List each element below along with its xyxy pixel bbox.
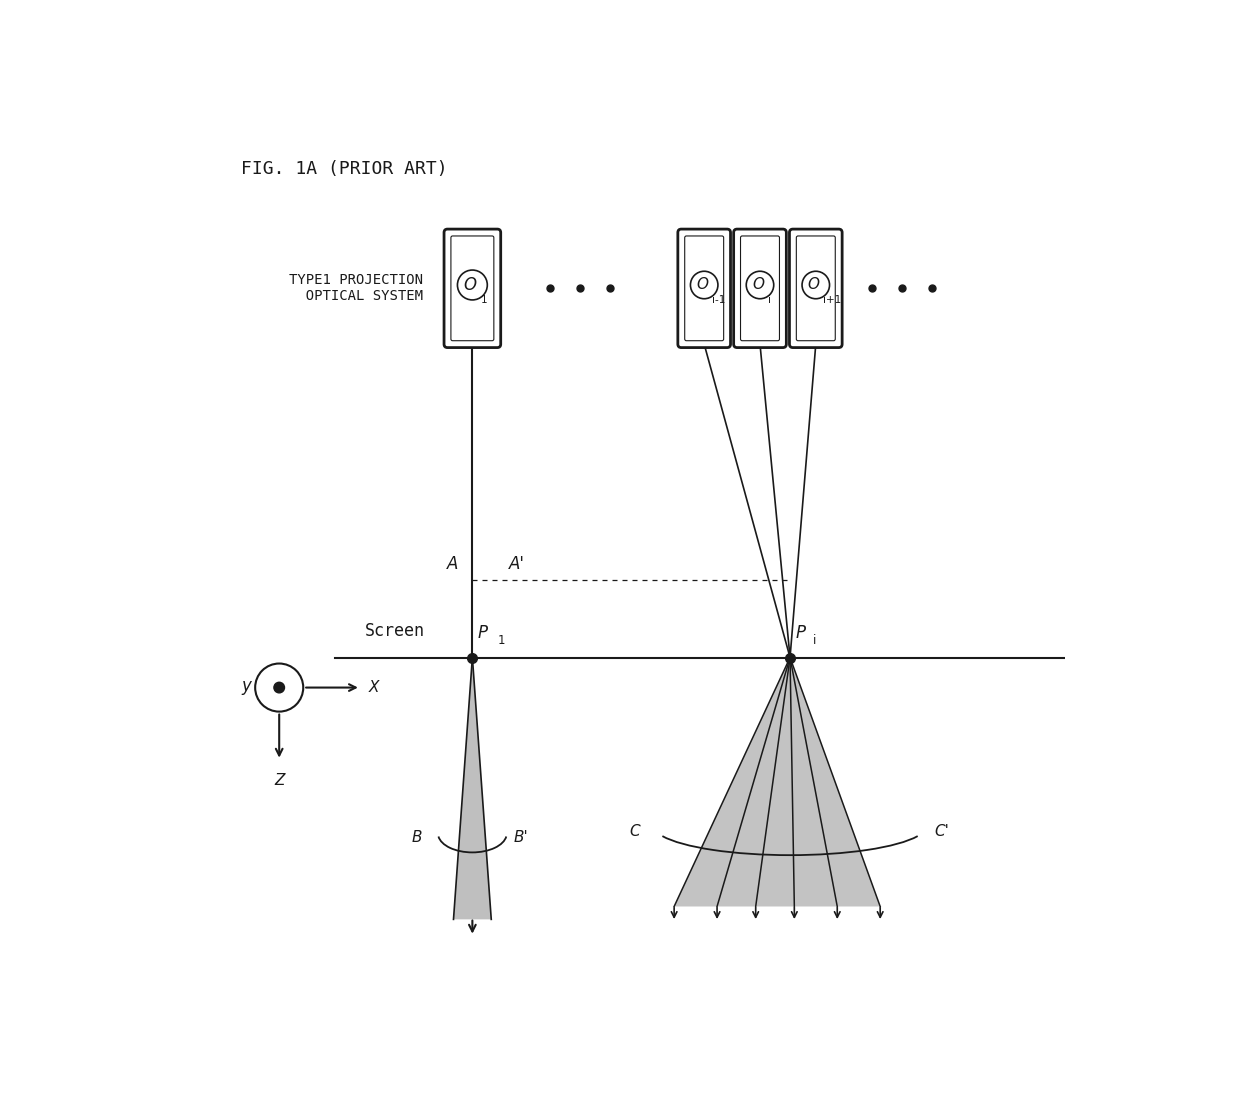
Circle shape	[691, 271, 718, 299]
Text: i: i	[813, 634, 817, 647]
FancyBboxPatch shape	[684, 236, 724, 341]
FancyBboxPatch shape	[444, 229, 501, 348]
Text: 1: 1	[498, 634, 506, 647]
Text: O: O	[807, 278, 820, 292]
Circle shape	[458, 270, 487, 300]
Circle shape	[746, 271, 774, 299]
Polygon shape	[454, 658, 491, 920]
Polygon shape	[675, 658, 880, 906]
FancyBboxPatch shape	[740, 236, 780, 341]
FancyBboxPatch shape	[796, 236, 836, 341]
Text: O: O	[696, 278, 708, 292]
FancyBboxPatch shape	[790, 229, 842, 348]
Text: P: P	[477, 624, 487, 642]
Text: Z: Z	[274, 774, 284, 788]
Text: P: P	[795, 624, 805, 642]
Text: O: O	[464, 277, 476, 294]
Text: O: O	[751, 278, 764, 292]
Text: i: i	[768, 295, 770, 306]
Circle shape	[802, 271, 830, 299]
FancyBboxPatch shape	[678, 229, 730, 348]
Text: B': B'	[513, 831, 528, 845]
Text: X: X	[368, 680, 379, 695]
Text: A: A	[448, 555, 459, 573]
Text: FIG. 1A (PRIOR ART): FIG. 1A (PRIOR ART)	[241, 159, 448, 177]
Text: i-1: i-1	[712, 295, 725, 306]
Text: i+1: i+1	[823, 295, 842, 306]
Text: y: y	[241, 677, 250, 695]
Text: TYPE1 PROJECTION
  OPTICAL SYSTEM: TYPE1 PROJECTION OPTICAL SYSTEM	[289, 273, 424, 303]
Text: C: C	[629, 824, 640, 840]
Circle shape	[255, 663, 304, 711]
Text: A': A'	[508, 555, 525, 573]
FancyBboxPatch shape	[451, 236, 494, 341]
FancyBboxPatch shape	[734, 229, 786, 348]
Text: 1: 1	[481, 295, 487, 306]
Circle shape	[274, 682, 284, 692]
Text: Screen: Screen	[365, 622, 425, 640]
Text: B: B	[412, 831, 423, 845]
Text: C': C'	[934, 824, 949, 840]
